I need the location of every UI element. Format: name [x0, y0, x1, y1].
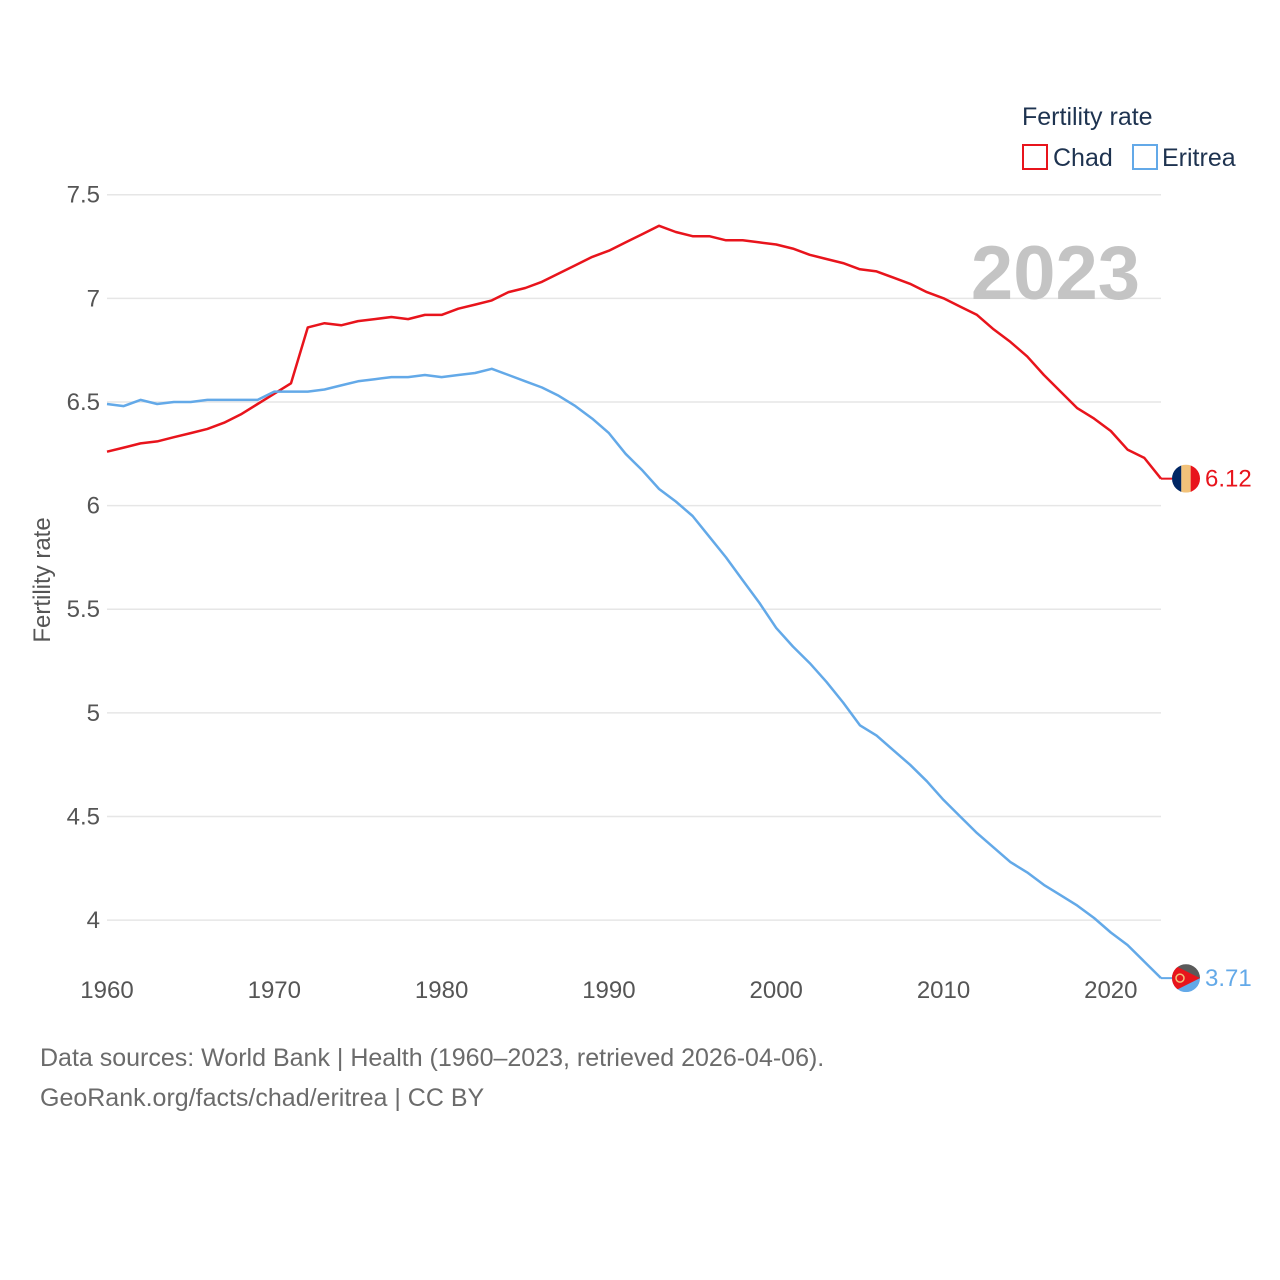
series-line-chad[interactable] [106, 224, 1162, 480]
x-axis-ticks: 1960 1970 1980 1990 2000 2010 2020 [80, 977, 1137, 1004]
x-tick-label: 2020 [1084, 977, 1137, 1004]
legend: Fertility rate Chad Eritrea [1022, 103, 1236, 172]
footer-attribution[interactable]: GeoRank.org/facts/chad/eritrea | CC BY [40, 1084, 485, 1112]
series-lines [106, 224, 1162, 979]
x-tick-label: 1960 [80, 977, 133, 1004]
y-tick-label: 7.5 [67, 182, 100, 209]
legend-swatch-chad[interactable] [1022, 144, 1048, 170]
series-line-eritrea[interactable] [106, 367, 1162, 979]
y-tick-label: 4.5 [67, 803, 100, 830]
end-label-eritrea: 3.71 [1205, 965, 1252, 992]
legend-label-chad[interactable]: Chad [1053, 144, 1113, 172]
y-axis-ticks: 4 4.5 5 5.5 6 6.5 7 7.5 [67, 182, 100, 934]
y-tick-label: 5.5 [67, 596, 100, 623]
x-tick-label: 2000 [750, 977, 803, 1004]
y-tick-label: 6.5 [67, 389, 100, 416]
x-tick-label: 1980 [415, 977, 468, 1004]
x-tick-label: 1970 [248, 977, 301, 1004]
grid-lines [107, 193, 1161, 921]
series-endpoints: 6.12 3.71 [1161, 464, 1252, 993]
flag-chad-icon [1172, 464, 1200, 493]
legend-swatch-eritrea[interactable] [1132, 144, 1158, 170]
y-tick-label: 6 [87, 493, 100, 520]
end-label-chad: 6.12 [1205, 466, 1252, 493]
y-tick-label: 5 [87, 700, 100, 727]
y-axis-label: Fertility rate [29, 517, 56, 642]
flag-eritrea-icon [1172, 964, 1200, 993]
legend-title: Fertility rate [1022, 103, 1153, 131]
year-label: 2023 [971, 231, 1140, 316]
x-tick-label: 2010 [917, 977, 970, 1004]
legend-label-eritrea[interactable]: Eritrea [1162, 144, 1236, 172]
footer-sources: Data sources: World Bank | Health (1960–… [40, 1044, 825, 1072]
fertility-chart: 4 4.5 5 5.5 6 6.5 7 7.5 1960 1970 1980 1990 2000 201… [29, 103, 1252, 1004]
y-tick-label: 7 [87, 285, 100, 312]
x-tick-label: 1990 [582, 977, 635, 1004]
y-tick-label: 4 [87, 907, 100, 934]
